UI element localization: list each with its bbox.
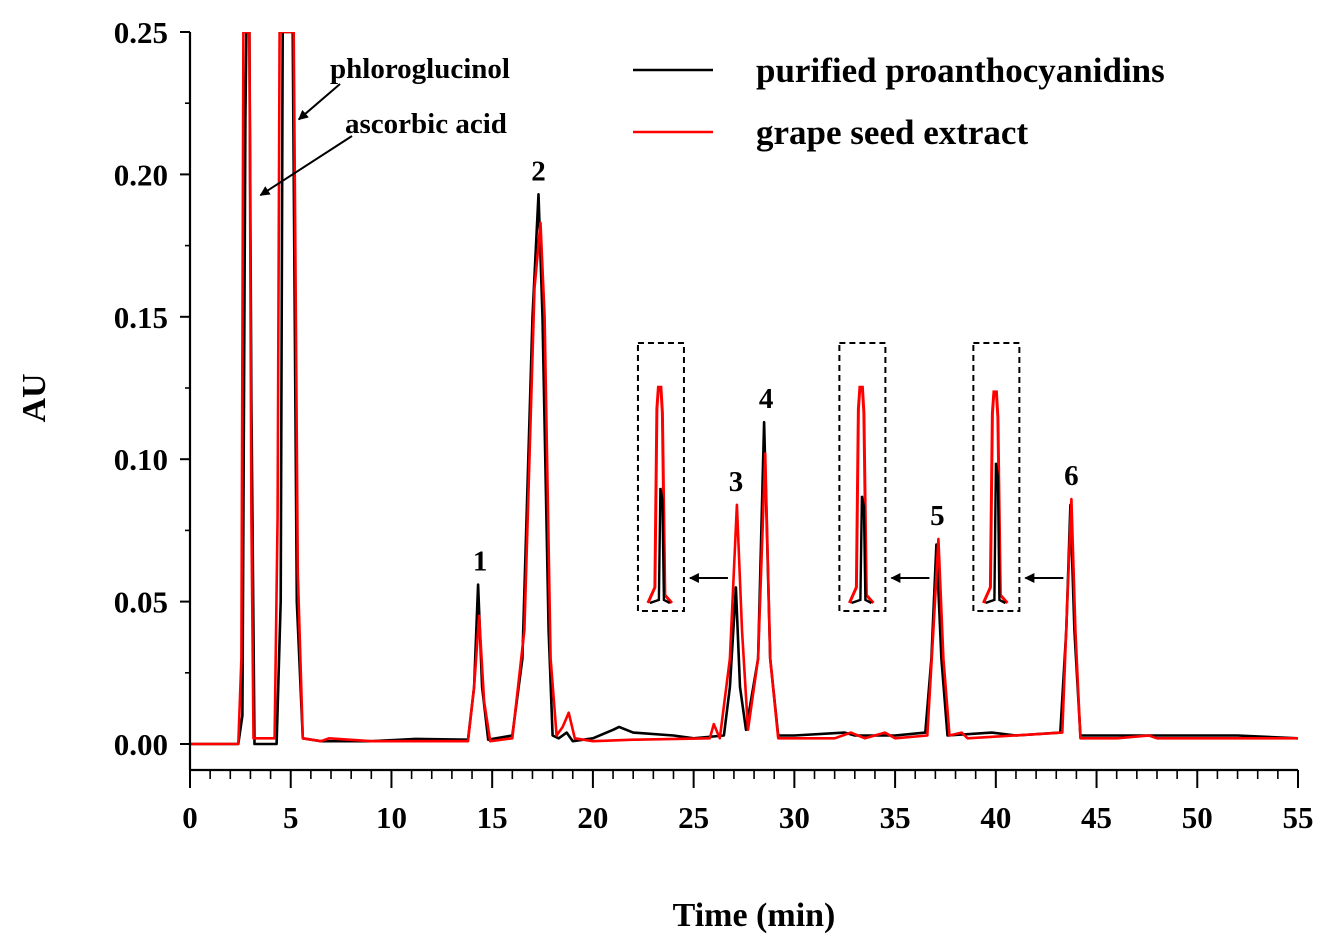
y-tick-label: 0.20 [114,157,168,192]
x-tick-label: 45 [1081,800,1112,835]
y-axis-title: AU [16,373,53,422]
peak-label-3: 3 [729,466,744,498]
series-line-grape-seed-extract [190,32,1298,746]
y-tick-label: 0.05 [114,585,168,620]
legend-label: purified proanthocyanidins [756,51,1165,90]
inset-black-peak [851,495,872,605]
x-tick-label: 15 [477,800,508,835]
series-lines [190,32,1298,746]
x-tick-label: 25 [678,800,709,835]
annotation-phloroglucinol: phloroglucinol [330,53,510,85]
inset-black-peak [985,462,1006,605]
x-tick-label: 20 [577,800,608,835]
x-tick-label: 35 [880,800,911,835]
peak-label-4: 4 [759,383,774,415]
peak-label-2: 2 [531,155,546,187]
x-tick-label: 10 [376,800,407,835]
inset-peak-5 [838,342,930,612]
x-tick-label: 5 [283,800,299,835]
inset-boxes [636,342,1064,612]
x-axis-title: Time (min) [673,897,836,934]
chart-text: 0.000.050.100.150.200.250 5 10 15 20 25 30 35 40… [16,15,1314,934]
annotation-arrow-phloroglucinol [297,83,341,121]
x-tick-label: 40 [980,800,1011,835]
inset-box [838,342,887,612]
inset-black-peak [649,487,671,605]
x-tick-label: 55 [1283,800,1314,835]
axes [180,31,1299,788]
y-tick-label: 0.15 [114,300,168,335]
legend: purified proanthocyanidins grape seed ext… [633,51,1165,152]
annotation-ascorbic-acid: ascorbic acid [345,108,507,140]
series-line-purified-proanthocyanidins [190,32,1298,746]
y-tick-label: 0.25 [114,15,168,50]
inset-box [636,342,685,612]
x-tick-label: 0 [182,800,198,835]
legend-label: grape seed extract [756,113,1028,152]
y-tick-label: 0.10 [114,442,168,477]
inset-peak-3 [636,342,728,612]
x-tick-label: 50 [1182,800,1213,835]
inset-peak-6 [972,342,1064,612]
x-tick-label: 30 [779,800,810,835]
peak-label-6: 6 [1064,460,1079,492]
annotation-arrow-ascorbic-acid [259,135,353,197]
peak-label-5: 5 [930,500,945,532]
y-tick-label: 0.00 [114,727,168,762]
inset-box [972,342,1021,612]
peak-label-1: 1 [473,546,488,578]
